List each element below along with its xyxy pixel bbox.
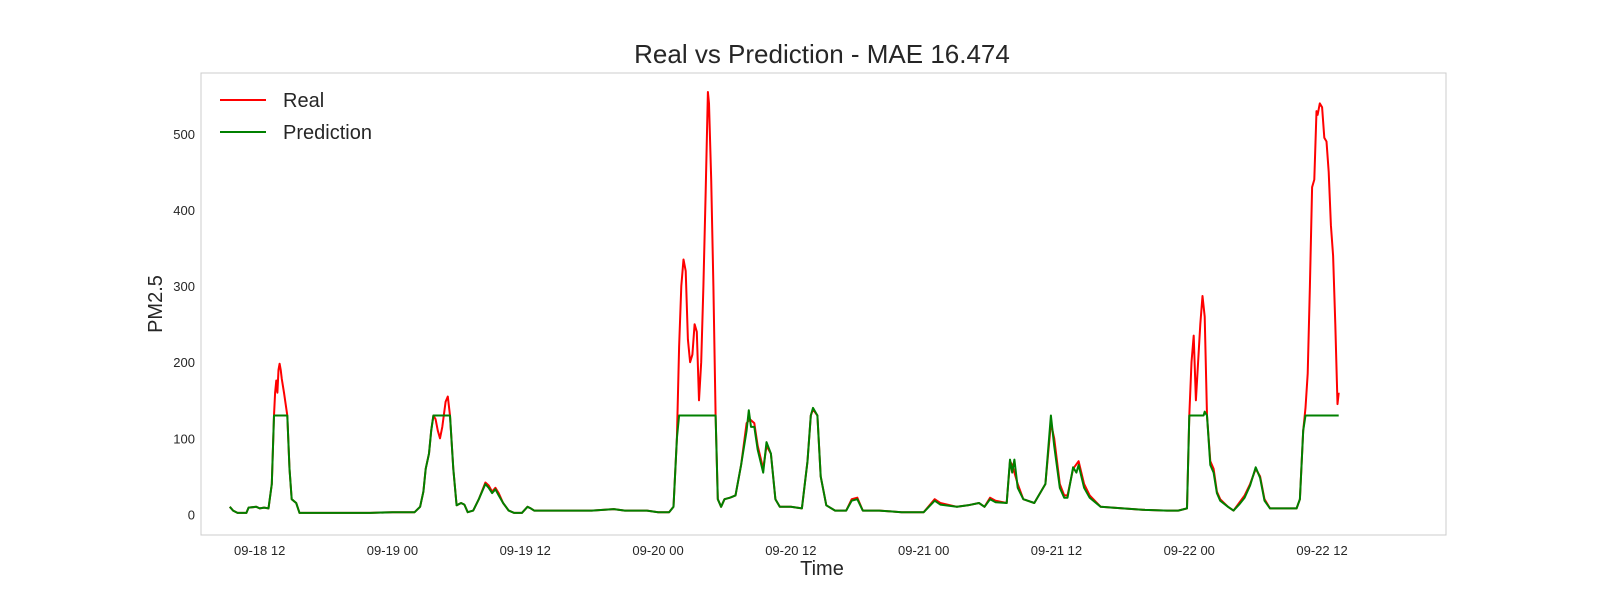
x-tick-label: 09-18 12 [234,543,285,558]
series-line-prediction [229,406,1339,514]
plot-frame [200,72,1447,536]
y-tick-label: 400 [173,203,195,218]
series-lines [229,91,1340,514]
legend-label-prediction: Prediction [283,122,372,144]
x-tick-label: 09-22 00 [1164,543,1215,558]
y-tick-labels: 0 100 200 300 400 500 [173,127,195,523]
x-tick-label: 09-20 12 [765,543,816,558]
x-tick-label: 09-22 12 [1296,543,1347,558]
x-axis-label: Time [800,558,844,580]
y-axis-label: PM2.5 [145,275,167,333]
x-tick-label: 09-19 12 [500,543,551,558]
x-tick-label: 09-21 12 [1031,543,1082,558]
x-tick-label: 09-20 00 [632,543,683,558]
legend-label-real: Real [283,90,324,112]
chart-title: Real vs Prediction - MAE 16.474 [634,39,1010,69]
legend: Real Prediction [220,90,372,144]
x-tick-labels: 09-18 12 09-19 00 09-19 12 09-20 00 09-20 12… [234,543,1348,558]
y-tick-label: 300 [173,279,195,294]
y-tick-label: 100 [173,431,195,446]
y-tick-label: 500 [173,127,195,142]
y-tick-label: 0 [188,507,195,522]
x-tick-label: 09-19 00 [367,543,418,558]
y-tick-label: 200 [173,355,195,370]
x-tick-label: 09-21 00 [898,543,949,558]
